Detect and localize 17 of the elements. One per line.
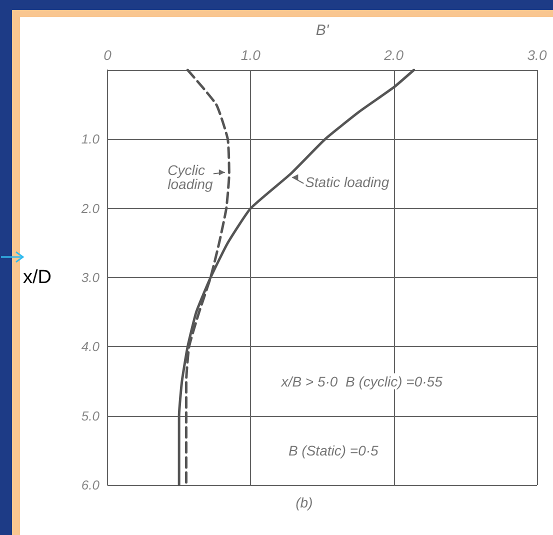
annotation: x/B > 5·0 B (cyclic) =0·55 — [280, 373, 443, 390]
text: (b) — [296, 494, 313, 510]
y-tick-label: 2.0 — [80, 200, 100, 216]
y-tick-label: 4.0 — [81, 339, 100, 354]
series-label: Cyclic loading — [168, 162, 213, 192]
x-tick-label: 3.0 — [527, 47, 547, 63]
y-tick-label: 1.0 — [81, 132, 100, 147]
annotation: B (Static) =0·5 — [288, 442, 379, 458]
x-tick-label: 1.0 — [240, 47, 261, 63]
x-tick-label: 0 — [104, 47, 112, 63]
series-label: Static loading — [305, 174, 390, 190]
x-axis-title: B' — [316, 22, 330, 39]
x-tick-label: 2.0 — [383, 47, 404, 63]
y-tick-label: 6.0 — [81, 478, 100, 492]
y-axis-title: x/D — [23, 267, 52, 288]
y-tick-label: 3.0 — [81, 270, 100, 285]
y-tick-label: 5.0 — [81, 408, 100, 424]
